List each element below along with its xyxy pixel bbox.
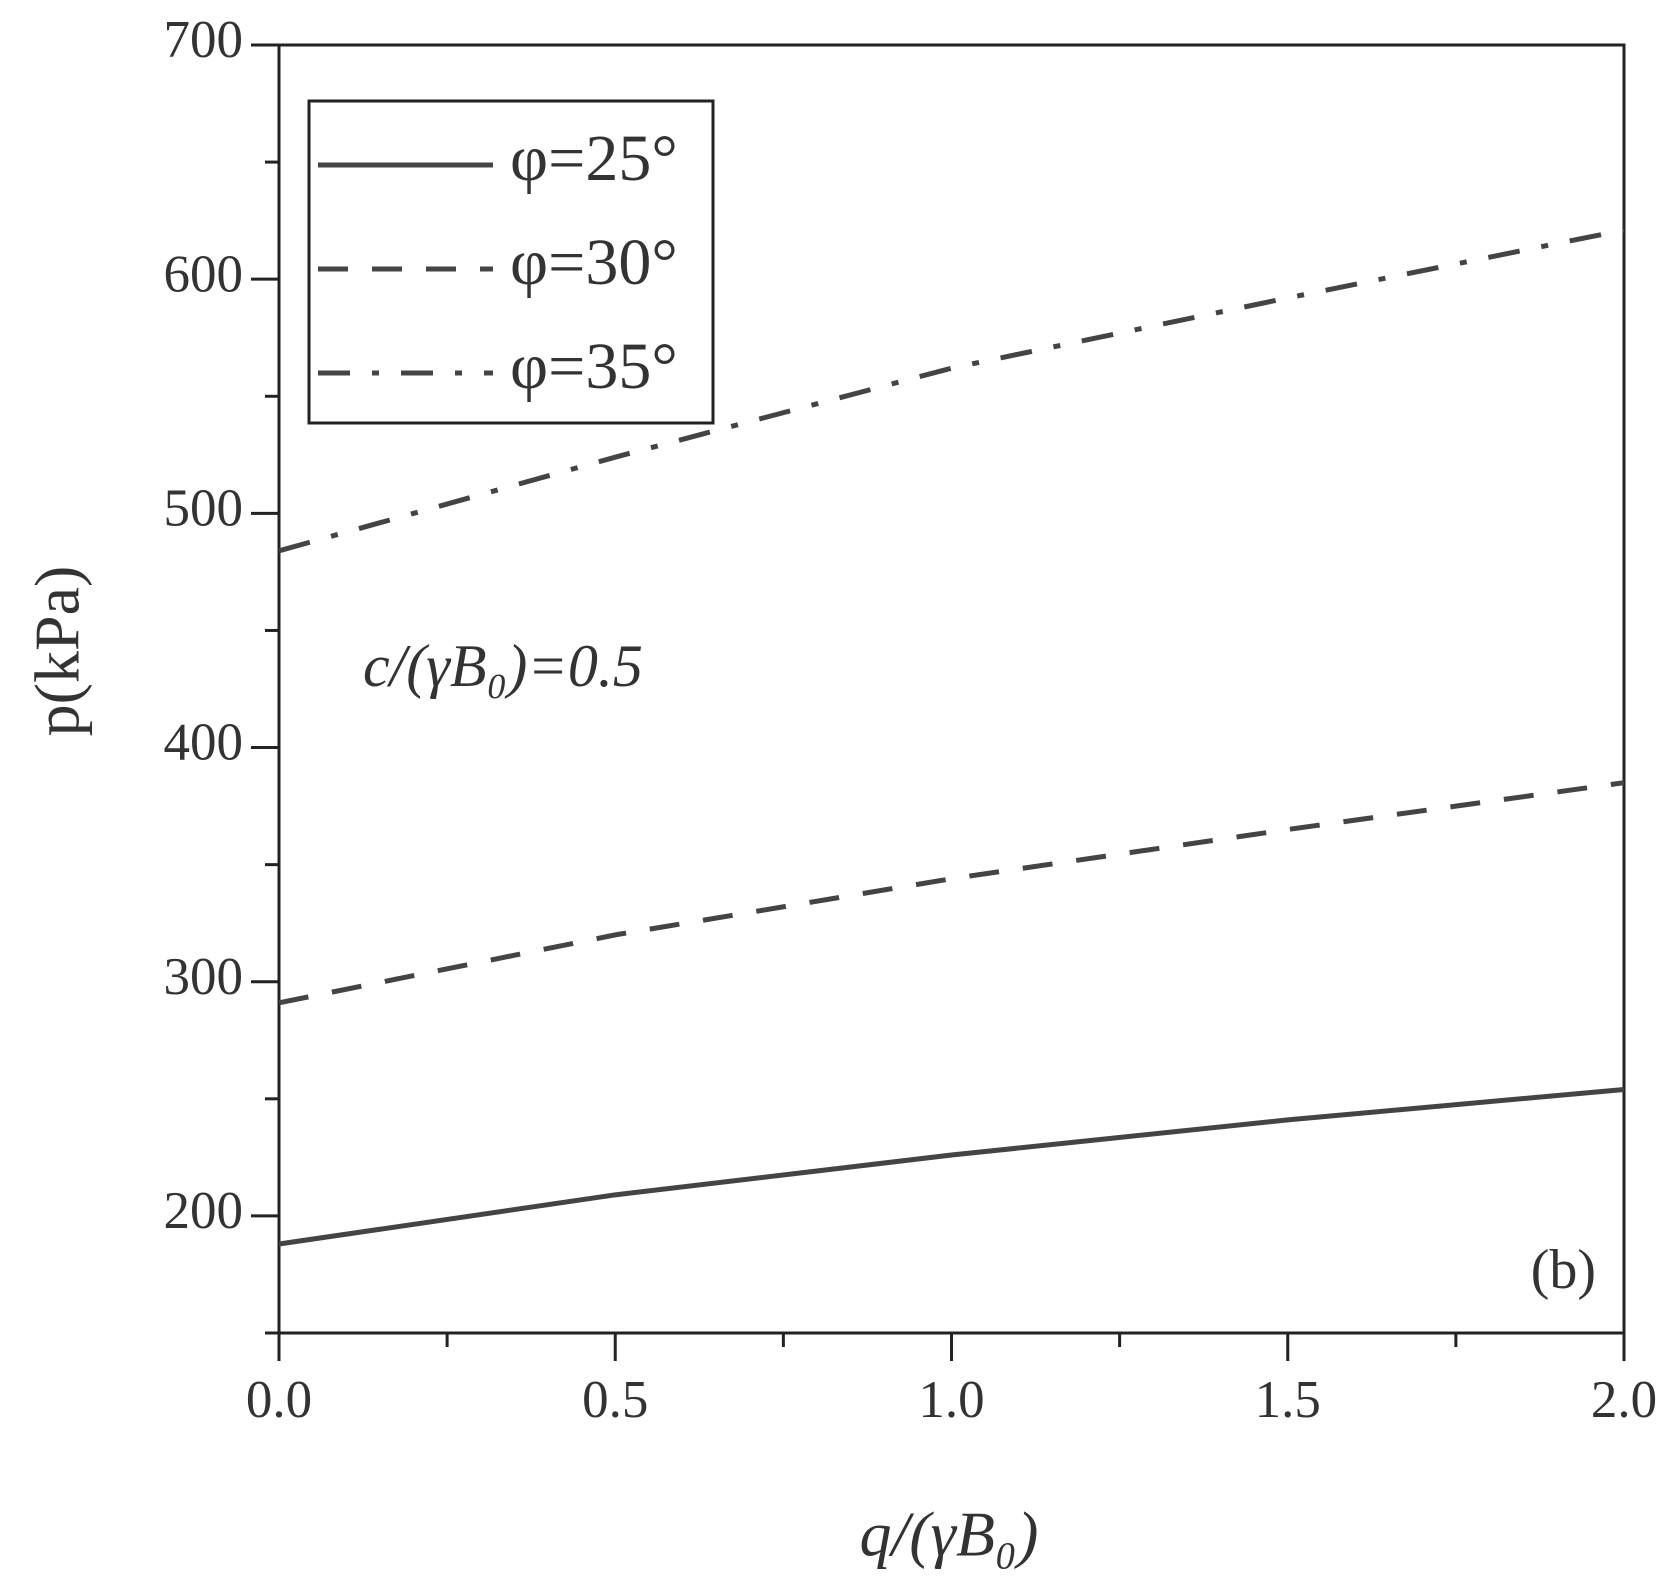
x-tick-label: 1.0 <box>918 1371 984 1429</box>
y-axis-label: p(kPa) <box>22 566 93 737</box>
y-tick-label: 500 <box>164 480 244 538</box>
x-tick-label: 2.0 <box>1591 1371 1657 1429</box>
legend-label: φ=35° <box>510 330 678 403</box>
series-line <box>278 780 1625 1006</box>
legend-label: φ=30° <box>510 226 678 299</box>
y-tick-label: 600 <box>164 245 244 303</box>
annotation: c/(γB₀)=0.5 <box>363 633 643 699</box>
x-tick-label: 0.5 <box>582 1371 648 1429</box>
legend-label: φ=25° <box>510 122 678 195</box>
panel-label: (b) <box>1531 1239 1596 1301</box>
series-line <box>278 1086 1625 1247</box>
y-tick-label: 700 <box>164 11 244 69</box>
x-axis-label: q/(γB₀) <box>860 1499 1039 1570</box>
x-tick-label: 1.5 <box>1255 1371 1321 1429</box>
y-tick-label: 300 <box>164 948 244 1006</box>
x-tick-label: 0.0 <box>246 1371 312 1429</box>
legend-box <box>307 99 715 425</box>
y-tick-label: 200 <box>164 1182 244 1240</box>
y-tick-label: 400 <box>164 714 244 772</box>
